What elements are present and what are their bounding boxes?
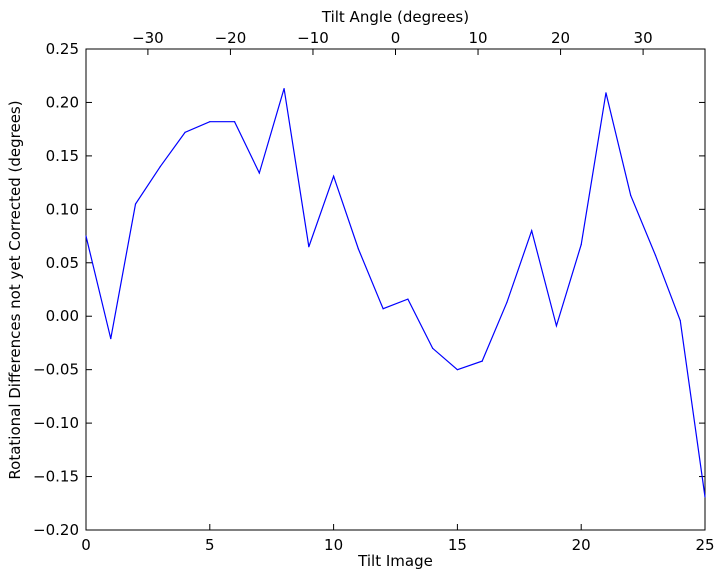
x2-tick-label: −20	[215, 29, 247, 47]
data-point	[580, 244, 582, 246]
data-point	[506, 301, 508, 303]
data-point	[209, 121, 211, 123]
x2-tick-label: −30	[132, 29, 164, 47]
x2-axis-label: Tilt Angle (degrees)	[321, 8, 469, 26]
data-point	[258, 172, 260, 174]
data-point	[432, 347, 434, 349]
y-tick-label: −0.20	[33, 521, 79, 539]
data-point	[85, 235, 87, 237]
data-point	[630, 194, 632, 197]
x2-tick-label: 20	[551, 29, 570, 47]
y-tick-label: −0.10	[33, 414, 79, 432]
data-point	[357, 248, 359, 250]
data-point	[283, 87, 285, 90]
data-point	[159, 165, 161, 168]
data-point	[382, 308, 384, 310]
x-axis-label: Tilt Image	[357, 552, 433, 570]
x-tick-label: 5	[205, 536, 215, 554]
data-point	[456, 369, 458, 371]
y-tick-label: −0.05	[33, 361, 79, 379]
data-point	[605, 92, 607, 94]
series-line	[85, 88, 706, 497]
y-tick-label: 0.25	[46, 40, 79, 58]
data-point	[531, 230, 533, 232]
x-tick-label: 0	[81, 536, 91, 554]
data-point	[308, 246, 310, 248]
data-point	[704, 496, 706, 498]
x-tick-label: 25	[695, 536, 714, 554]
x2-tick-label: −10	[297, 29, 329, 47]
data-point	[481, 360, 483, 362]
x2-tick-label: 10	[468, 29, 487, 47]
y-tick-label: 0.10	[46, 200, 79, 218]
data-point	[333, 175, 335, 177]
y-tick-label: −0.15	[33, 468, 79, 486]
y-tick-label: 0.05	[46, 254, 79, 272]
y-tick-label: 0.00	[46, 307, 79, 325]
x-tick-label: 10	[324, 536, 343, 554]
data-point	[407, 298, 409, 300]
data-point	[110, 338, 112, 340]
data-point	[233, 121, 236, 123]
x2-tick-label: 30	[634, 29, 653, 47]
data-point	[184, 131, 186, 133]
plot-frame	[85, 48, 706, 531]
data-point	[555, 325, 558, 327]
y-tick-label: 0.20	[46, 93, 79, 111]
data-point	[654, 254, 657, 256]
x-tick-label: 15	[448, 536, 467, 554]
data-point	[679, 319, 681, 322]
y-axis-label: Rotational Differences not yet Corrected…	[6, 100, 24, 479]
data-point	[134, 203, 137, 205]
x2-tick-label: 0	[391, 29, 401, 47]
x-tick-label: 20	[572, 536, 591, 554]
y-tick-label: 0.15	[46, 147, 79, 165]
